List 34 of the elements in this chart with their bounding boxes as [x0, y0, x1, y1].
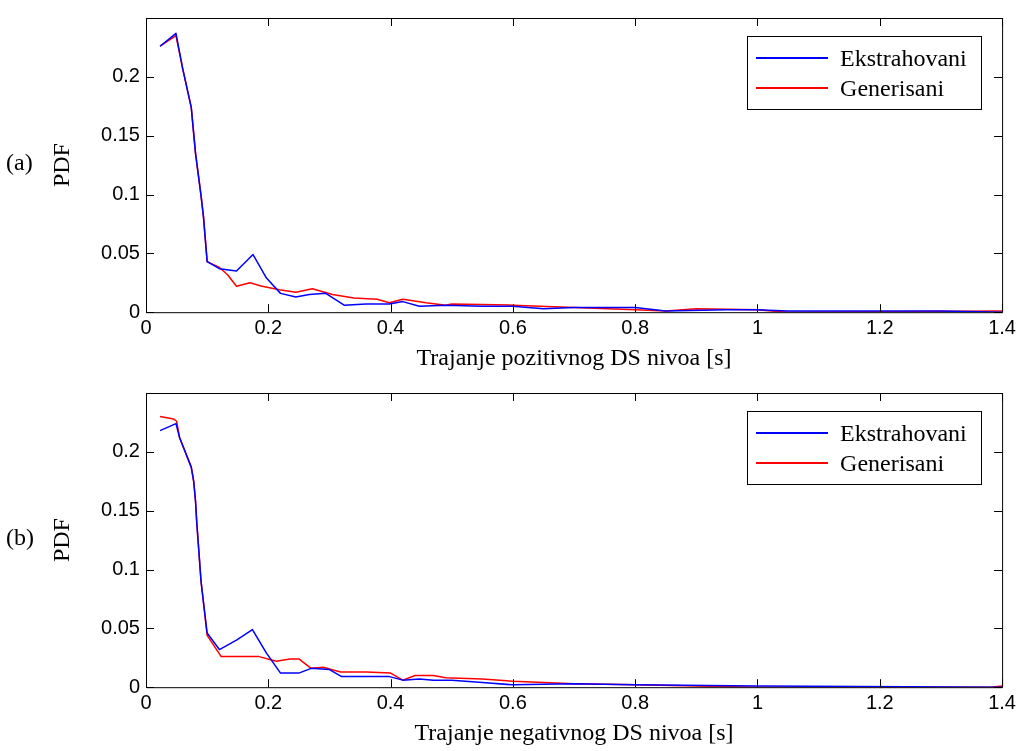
x-tick-label: 1 [751, 315, 764, 338]
y-tick-label: 0.15 [101, 498, 140, 521]
legend-label: Ekstrahovani [840, 419, 967, 447]
x-tick-label: 0.4 [376, 315, 405, 338]
y-tick-label: 0.15 [101, 123, 140, 146]
y-tick-label: 0 [128, 674, 140, 697]
text: (b) [6, 524, 34, 551]
x-tick-label: 1.4 [988, 690, 1016, 713]
legend-label: Generisani [840, 74, 945, 102]
x-tick-label: 0.2 [254, 315, 283, 338]
y-tick-label: 0.05 [101, 615, 140, 638]
y-axis-title: PDF [47, 143, 74, 188]
text: (a) [6, 149, 33, 176]
x-tick-label: 1 [751, 690, 764, 713]
y-axis-title: PDF [47, 518, 74, 563]
x-tick-label: 0.4 [376, 690, 405, 713]
x-tick-label: 0.8 [621, 315, 650, 338]
y-tick-label: 0.2 [112, 64, 140, 87]
y-tick-label: 0.1 [112, 557, 140, 580]
x-tick-label: 1.2 [865, 315, 894, 338]
x-tick-label: 0.6 [498, 690, 527, 713]
x-axis-title: Trajanje pozitivnog DS nivoa [s] [416, 343, 732, 370]
x-tick-label: 0.6 [498, 315, 527, 338]
y-tick-label: 0.2 [112, 439, 140, 462]
legend-label: Ekstrahovani [840, 44, 967, 72]
y-tick-label: 0 [128, 299, 140, 322]
legend-label: Generisani [840, 449, 945, 477]
y-tick-label: 0.1 [112, 182, 140, 205]
x-tick-label: 1.4 [988, 315, 1016, 338]
x-tick-label: 0.2 [254, 690, 283, 713]
y-tick-label: 0.05 [101, 240, 140, 263]
x-tick-label: 1.2 [865, 690, 894, 713]
x-tick-label: 0.8 [621, 690, 650, 713]
x-axis-title: Trajanje negativnog DS nivoa [s] [414, 718, 734, 745]
